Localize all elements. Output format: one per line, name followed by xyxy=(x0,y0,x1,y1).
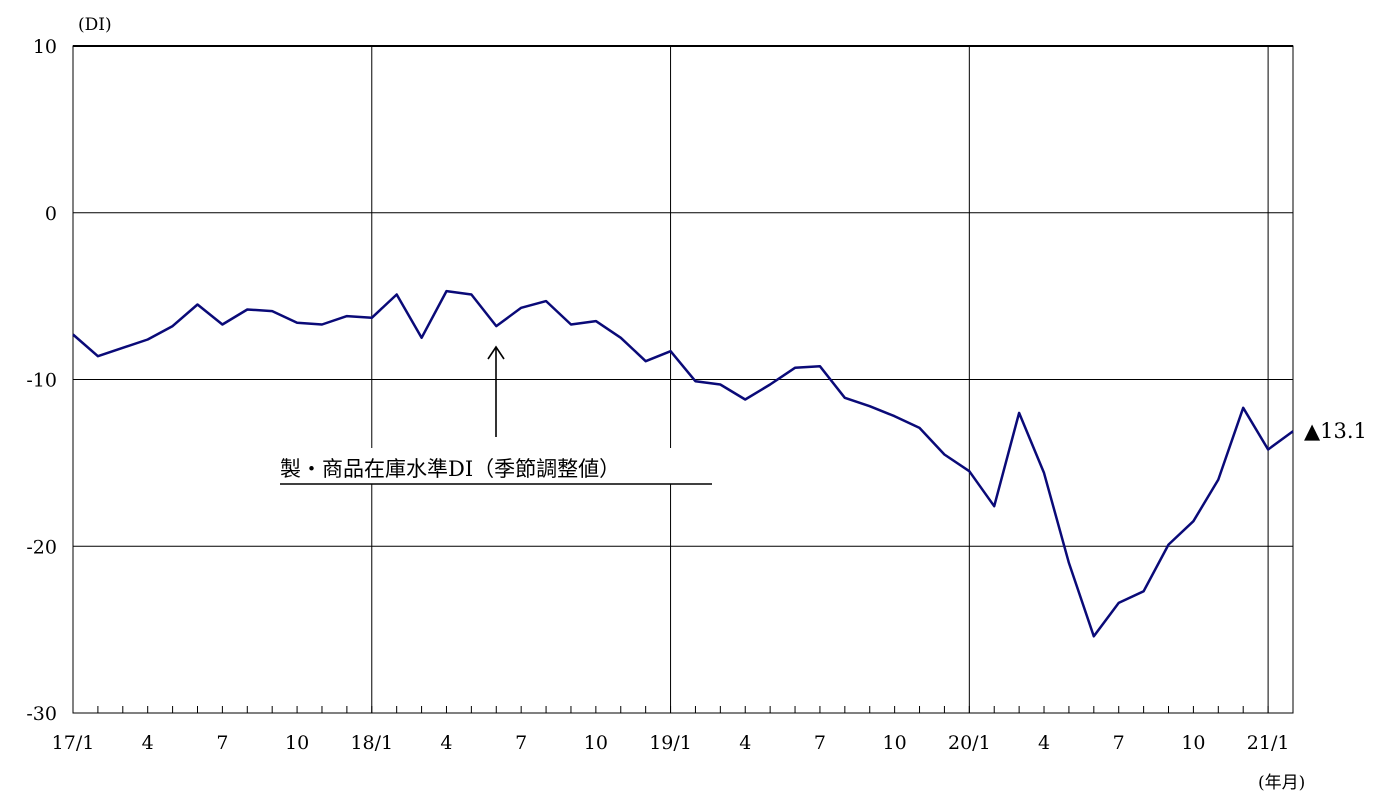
x-tick-label: 7 xyxy=(814,732,826,754)
annotation-label-bg xyxy=(278,448,712,484)
series-line xyxy=(72,289,1294,638)
x-tick-label: 4 xyxy=(440,732,452,754)
x-tick-label: 20/1 xyxy=(948,732,991,754)
grid xyxy=(72,45,1294,714)
y-tick-label: -30 xyxy=(26,703,57,725)
y-tick-label: 10 xyxy=(33,36,57,58)
x-tick-label: 17/1 xyxy=(52,732,95,754)
x-tick-label: 19/1 xyxy=(649,732,692,754)
y-tick-label: -20 xyxy=(26,536,57,558)
x-tick-label: 4 xyxy=(739,732,751,754)
x-axis-ticks: 17/1 4 7 10 18/1 4 7 10 19/1 4 7 10 20/1 4 7 10 21/1 xyxy=(52,706,1294,754)
x-tick-label: 21/1 xyxy=(1247,732,1290,754)
x-tick-label: 10 xyxy=(1181,732,1205,754)
y-axis-label: (DI) xyxy=(78,15,112,35)
last-value-label: ▲13.1 xyxy=(1304,419,1367,443)
x-tick-label: 10 xyxy=(285,732,309,754)
annotation-arrow-head xyxy=(487,345,505,360)
x-tick-label: 7 xyxy=(515,732,527,754)
x-tick-label: 7 xyxy=(1113,732,1125,754)
x-tick-label: 4 xyxy=(1038,732,1050,754)
x-tick-label: 18/1 xyxy=(350,732,393,754)
y-tick-label: -10 xyxy=(26,370,57,392)
x-axis-label: (年月) xyxy=(1258,773,1305,793)
x-tick-label: 7 xyxy=(216,732,228,754)
x-tick-label: 10 xyxy=(883,732,907,754)
series-annotation-label: 製・商品在庫水準DI（季節調整値） xyxy=(280,457,620,481)
x-tick-label: 10 xyxy=(584,732,608,754)
y-tick-label: 0 xyxy=(45,203,57,225)
x-tick-label: 4 xyxy=(142,732,154,754)
y-axis-ticks: 10 0 -10 -20 -30 xyxy=(26,36,57,725)
